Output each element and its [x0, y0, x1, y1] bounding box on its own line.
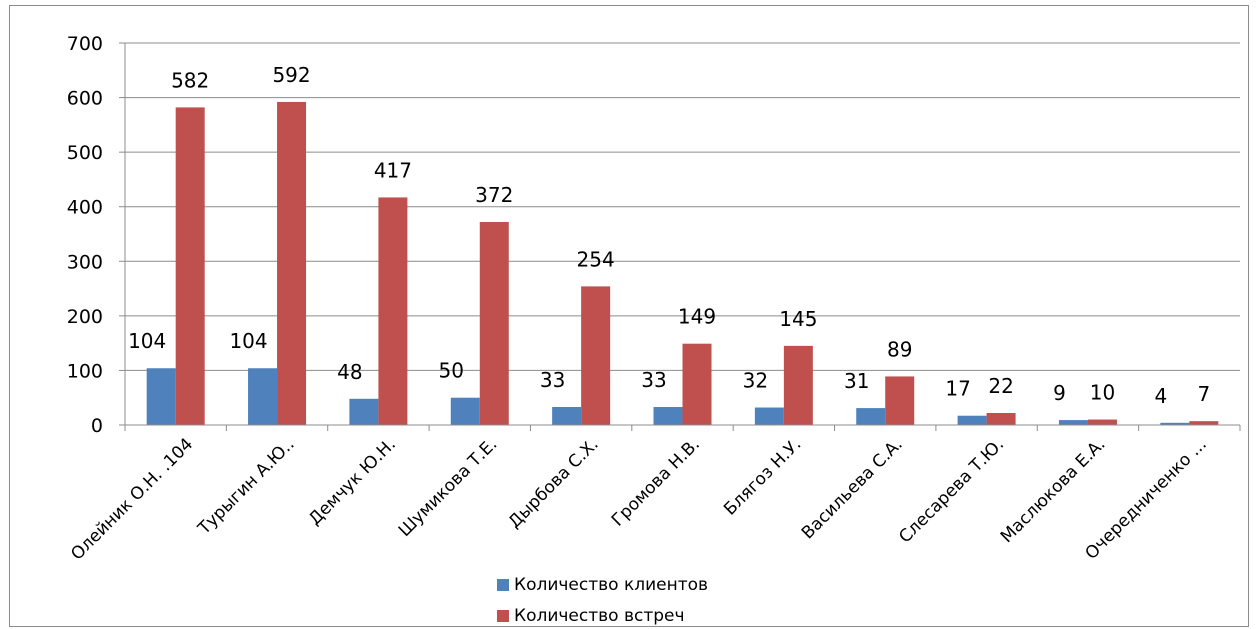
- bar: [450, 397, 480, 425]
- bar: [277, 101, 307, 426]
- y-tick-label: 300: [67, 251, 103, 273]
- data-label: 372: [475, 183, 513, 207]
- bar: [856, 408, 886, 425]
- bar: [479, 221, 509, 425]
- bar: [248, 368, 278, 425]
- legend-swatch: [497, 579, 509, 591]
- bars: [146, 101, 1219, 426]
- bar: [146, 368, 176, 425]
- bar: [754, 407, 784, 425]
- y-tick-label: 200: [67, 306, 103, 328]
- bar: [1058, 420, 1088, 425]
- data-label: 10: [1090, 381, 1115, 405]
- gridlines: [125, 42, 1240, 371]
- bar: [349, 398, 379, 425]
- y-tick-label: 500: [67, 142, 103, 164]
- data-labels: 104 104 48 50 33 33 32 31 17 9 4 582 592 417 372 254 149…: [128, 63, 1210, 408]
- bar: [552, 406, 582, 425]
- data-label: 582: [171, 68, 209, 92]
- bar: [1189, 421, 1219, 425]
- bar: [986, 412, 1016, 425]
- data-label: 104: [229, 329, 267, 353]
- legend: Количество клиентов Количество встреч: [497, 575, 708, 626]
- y-tick-label: 700: [67, 33, 103, 55]
- y-tick-label: 400: [67, 197, 103, 219]
- bar: [957, 415, 987, 425]
- data-label: 33: [540, 368, 565, 392]
- bar: [885, 376, 915, 425]
- bar: [682, 343, 712, 425]
- data-label: 33: [641, 368, 666, 392]
- data-label: 254: [577, 247, 615, 271]
- data-label: 9: [1053, 381, 1066, 405]
- data-label: 104: [128, 329, 166, 353]
- data-label: 31: [844, 369, 869, 393]
- data-label: 4: [1154, 384, 1167, 408]
- y-tick-label: 600: [67, 88, 103, 110]
- data-label: 7: [1197, 382, 1210, 406]
- legend-swatch: [497, 610, 509, 622]
- legend-label: Количество встреч: [514, 606, 685, 626]
- bar: [175, 107, 205, 425]
- y-tick-label: 100: [67, 360, 103, 382]
- data-label: 48: [337, 360, 362, 384]
- data-label: 592: [272, 63, 310, 87]
- data-label: 50: [439, 359, 464, 383]
- bar: [378, 197, 408, 425]
- data-label: 22: [988, 374, 1013, 398]
- bar: [1087, 419, 1117, 425]
- data-label: 32: [743, 369, 768, 393]
- data-label: 145: [779, 307, 817, 331]
- bar: [783, 345, 813, 425]
- legend-label: Количество клиентов: [514, 575, 708, 595]
- y-tick-label: 0: [91, 415, 103, 437]
- bar: [581, 286, 611, 425]
- data-label: 149: [678, 305, 716, 329]
- data-label: 17: [945, 377, 970, 401]
- bar: [1160, 422, 1190, 425]
- data-label: 417: [374, 158, 412, 182]
- bar: [653, 406, 683, 425]
- y-axis: 0 100 200 300 400 500 600 700: [67, 33, 126, 437]
- data-label: 89: [887, 337, 912, 361]
